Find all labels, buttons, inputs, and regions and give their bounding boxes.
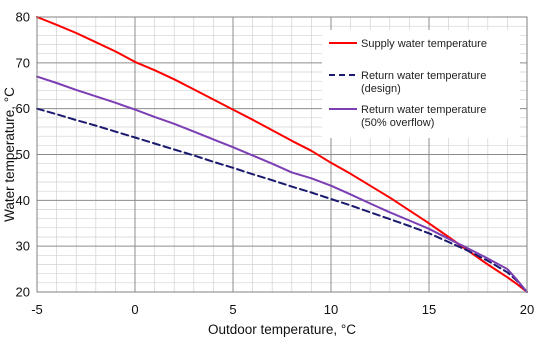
legend-background	[322, 30, 520, 138]
y-tick-label: 80	[16, 10, 30, 25]
y-tick-label: 40	[16, 193, 30, 208]
y-tick-label: 30	[16, 239, 30, 254]
y-tick-label: 50	[16, 147, 30, 162]
x-tick-label: 0	[131, 302, 138, 317]
x-tick-labels: -5 0 5 10 15 20	[31, 302, 534, 317]
y-axis-title: Water temperature, °C	[2, 87, 17, 222]
plot-frame	[36, 16, 528, 293]
series-line-return-design	[36, 107, 528, 293]
x-tick-label: -5	[31, 302, 43, 317]
legend-label-supply: Supply water temperature	[361, 38, 487, 50]
x-tick-label: 10	[324, 302, 338, 317]
x-tick-label: 5	[229, 302, 236, 317]
y-tick-label: 60	[16, 101, 30, 116]
series-layer	[36, 16, 528, 293]
y-tick-label: 20	[16, 285, 30, 300]
series-line-return-overflow	[36, 75, 528, 293]
legend: Supply water temperature Return water tem…	[322, 30, 520, 138]
x-axis-title: Outdoor temperature, °C	[208, 322, 356, 337]
legend-label-return-design: Return water temperature (design)	[361, 70, 486, 95]
x-tick-label: 15	[422, 302, 436, 317]
x-tick-label: 20	[520, 302, 534, 317]
y-tick-labels: 20 30 40 50 60 70 80	[16, 10, 30, 300]
legend-label-return-overflow: Return water temperature (50% overflow)	[361, 104, 486, 129]
y-tick-label: 70	[16, 55, 30, 70]
